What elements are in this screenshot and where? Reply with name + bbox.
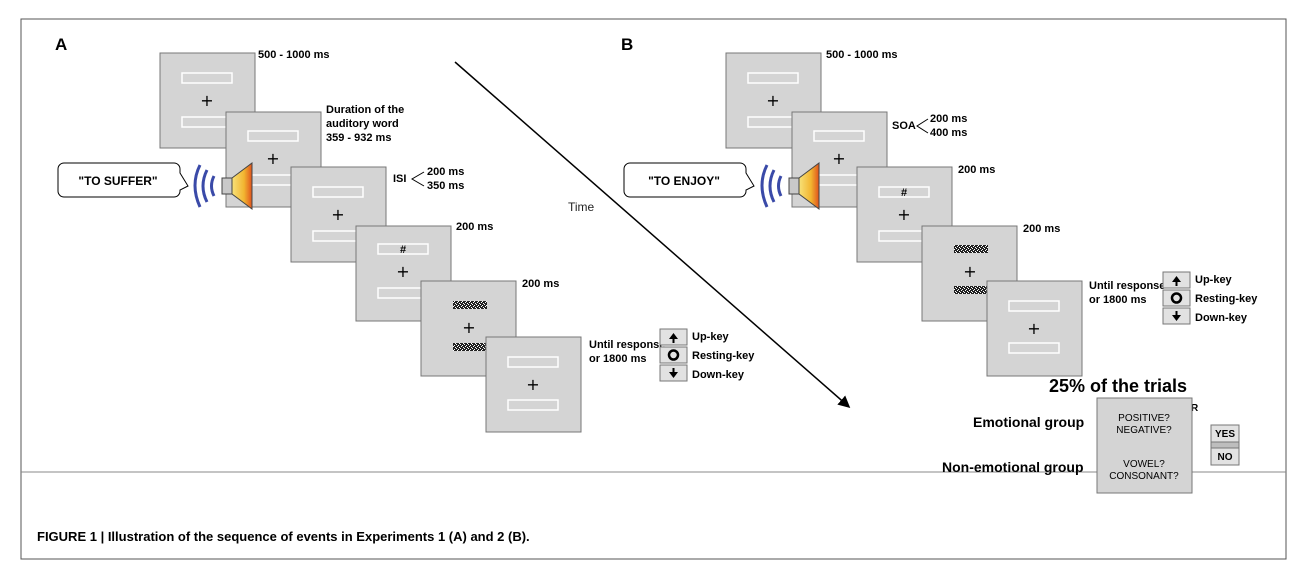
- panel-b-time-3: 200 ms: [958, 164, 995, 176]
- svg-text:+: +: [897, 205, 910, 224]
- panel-b-key-rest: Resting-key: [1195, 293, 1258, 305]
- panel-a-until-1: Until response: [589, 339, 665, 351]
- emotional-group-label: Emotional group: [973, 414, 1084, 430]
- down-arrow-icon: [1172, 311, 1181, 321]
- mask-bottom-b: [954, 286, 988, 294]
- panel-b-soa-b: 400 ms: [930, 127, 967, 139]
- up-arrow-icon: [1172, 276, 1181, 286]
- panel-a-duration-line-1: Duration of the: [326, 104, 404, 116]
- panel-a-time-4: 200 ms: [456, 221, 493, 233]
- question-consonant: CONSONANT?: [1109, 471, 1179, 482]
- svg-text:+: +: [462, 318, 475, 337]
- resting-circle-icon: [1170, 292, 1183, 304]
- non-emotional-group-label: Non-emotional group: [942, 459, 1084, 475]
- up-arrow-icon: [669, 333, 678, 343]
- down-arrow-icon: [669, 368, 678, 378]
- svg-text:+: +: [266, 149, 279, 168]
- panel-a-key-up: Up-key: [692, 331, 730, 343]
- yes-key: YES: [1215, 429, 1235, 440]
- panel-b-letter: B: [621, 35, 633, 54]
- panel-a-time-1: 500 - 1000 ms: [258, 49, 330, 61]
- resting-circle-icon: [667, 349, 680, 361]
- mask-top: [453, 301, 487, 309]
- svg-text:+: +: [766, 91, 779, 110]
- panel-a-screen-6: +: [485, 336, 582, 433]
- isi-bracket: [411, 171, 425, 187]
- panel-b-soa-label: SOA: [892, 120, 916, 132]
- panel-a-until-2: or 1800 ms: [589, 353, 646, 365]
- panel-a-key-down: Down-key: [692, 369, 745, 381]
- speaker-icon: [760, 162, 820, 210]
- soa-bracket: [916, 118, 929, 134]
- panel-b-key-down: Down-key: [1195, 312, 1248, 324]
- no-key: NO: [1218, 452, 1233, 463]
- speaker-icon: [193, 162, 253, 210]
- figure-frame: [20, 18, 1287, 560]
- svg-text:+: +: [526, 375, 539, 394]
- svg-text:+: +: [963, 262, 976, 281]
- panel-a-isi-label: ISI: [393, 173, 406, 185]
- question-positive: POSITIVE?: [1118, 413, 1170, 424]
- panel-b-keypad: Up-key Resting-key Down-key: [1162, 271, 1258, 325]
- panel-a-letter: A: [55, 35, 67, 54]
- panel-b-soa-a: 200 ms: [930, 113, 967, 125]
- panel-b-until-2: or 1800 ms: [1089, 294, 1146, 306]
- panel-b-time-1: 500 - 1000 ms: [826, 49, 898, 61]
- svg-text:+: +: [396, 262, 409, 281]
- trials-heading: 25% of the trials: [1049, 376, 1187, 396]
- panel-a-isi-b: 350 ms: [427, 180, 464, 192]
- panel-a-isi-a: 200 ms: [427, 166, 464, 178]
- panel-b-speech-bubble: "TO ENJOY": [623, 162, 755, 198]
- hash-prime-b: #: [901, 187, 907, 199]
- svg-text:+: +: [1027, 319, 1040, 338]
- panel-b-screen-1: +: [725, 52, 822, 149]
- panel-a-time-5: 200 ms: [522, 278, 559, 290]
- panel-a-word: "TO SUFFER": [78, 174, 157, 188]
- svg-text:+: +: [200, 91, 213, 110]
- time-label: Time: [568, 200, 595, 214]
- hash-prime: #: [400, 244, 406, 256]
- panel-a-speech-bubble: "TO SUFFER": [57, 162, 189, 198]
- panel-a-duration-line-2: auditory word: [326, 118, 399, 130]
- question-negative: NEGATIVE?: [1116, 425, 1172, 436]
- panel-a-key-rest: Resting-key: [692, 350, 755, 362]
- question-screen: POSITIVE? NEGATIVE? VOWEL? CONSONANT?: [1096, 397, 1193, 494]
- panel-a-duration-line-3: 359 - 932 ms: [326, 132, 391, 144]
- panel-b-until-1: Until response: [1089, 280, 1165, 292]
- panel-b-time-4: 200 ms: [1023, 223, 1060, 235]
- panel-b-screen-5: +: [986, 280, 1083, 377]
- panel-a-screen-3: +: [290, 166, 387, 263]
- svg-text:+: +: [832, 149, 845, 168]
- mask-top-b: [954, 245, 988, 253]
- svg-text:+: +: [331, 205, 344, 224]
- panel-a-keypad: Up-key Resting-key Down-key: [659, 328, 755, 382]
- mask-bottom: [453, 343, 487, 351]
- panel-b-key-up: Up-key: [1195, 274, 1233, 286]
- figure-caption: FIGURE 1 | Illustration of the sequence …: [37, 529, 530, 544]
- time-arrow: [454, 61, 851, 408]
- panel-b-word: "TO ENJOY": [648, 174, 720, 188]
- question-vowel: VOWEL?: [1123, 459, 1165, 470]
- yes-no-keys: YES NO: [1210, 424, 1240, 466]
